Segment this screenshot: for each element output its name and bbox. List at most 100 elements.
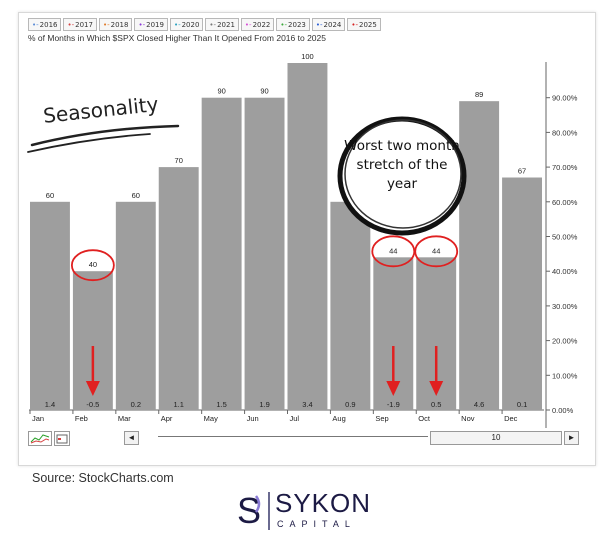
chart-toolbar: ◄ 10 ► bbox=[28, 430, 579, 446]
bar-may bbox=[201, 97, 242, 410]
highlight-circle-feb bbox=[70, 249, 115, 282]
avg-change-label: 0.2 bbox=[131, 400, 141, 409]
bar-jun bbox=[244, 97, 285, 410]
y-tick-label: 60.00% bbox=[552, 198, 578, 207]
legend-label: 2016 bbox=[39, 20, 58, 29]
logo-subtitle: CAPITAL bbox=[277, 519, 356, 529]
avg-change-label: -1.9 bbox=[387, 400, 400, 409]
scroll-left-button[interactable]: ◄ bbox=[124, 431, 139, 445]
scroll-track[interactable] bbox=[158, 436, 428, 437]
avg-change-label: -0.5 bbox=[86, 400, 99, 409]
legend-label: 2024 bbox=[323, 20, 342, 29]
x-tick-label: Sep bbox=[375, 414, 388, 423]
bar-value-label: 89 bbox=[475, 90, 483, 99]
legend-swatch-icon: •- bbox=[138, 20, 146, 29]
calendar-icon[interactable] bbox=[54, 431, 70, 446]
worst-stretch-annotation: Worst two month stretch of the year bbox=[344, 138, 460, 192]
y-tick-label: 50.00% bbox=[552, 233, 578, 242]
avg-change-label: 0.5 bbox=[431, 400, 441, 409]
legend-label: 2020 bbox=[181, 20, 200, 29]
seasonality-underline-2 bbox=[27, 133, 151, 153]
bar-nov bbox=[459, 101, 500, 411]
legend-item-2025[interactable]: •- 2025 bbox=[347, 18, 381, 31]
bar-value-label: 60 bbox=[46, 191, 54, 200]
source-caption: Source: StockCharts.com bbox=[32, 471, 174, 485]
legend-swatch-icon: •- bbox=[244, 20, 252, 29]
chart-title: % of Months in Which $SPX Closed Higher … bbox=[28, 33, 326, 43]
legend-label: 2019 bbox=[146, 20, 164, 29]
x-tick-label: Feb bbox=[75, 414, 88, 423]
range-selector[interactable]: 10 bbox=[430, 431, 562, 445]
down-arrow-head-icon bbox=[429, 381, 444, 396]
avg-change-label: 3.4 bbox=[302, 400, 312, 409]
legend-label: 2025 bbox=[359, 20, 377, 29]
bar-value-label: 100 bbox=[301, 52, 314, 61]
mini-chart-icon[interactable] bbox=[28, 431, 52, 446]
y-tick-label: 90.00% bbox=[552, 94, 578, 103]
highlight-circle-sep bbox=[371, 235, 416, 268]
avg-change-label: 1.5 bbox=[216, 400, 226, 409]
avg-change-label: 4.6 bbox=[474, 400, 484, 409]
legend-item-2019[interactable]: •- 2019 bbox=[134, 18, 168, 31]
legend-swatch-icon: •- bbox=[280, 20, 288, 29]
bar-value-label: 60 bbox=[132, 191, 140, 200]
bar-value-label: 90 bbox=[217, 87, 225, 96]
worst-note-circle-inner bbox=[344, 119, 462, 229]
logo-divider bbox=[268, 492, 270, 530]
scroll-right-button[interactable]: ► bbox=[564, 431, 579, 445]
legend: •- 2016 •- 2017 •- 2018 •- 2019 •- 2020 •- 2021 •- 20… bbox=[28, 18, 381, 31]
legend-label: 2022 bbox=[252, 20, 271, 29]
bar-value-label: 67 bbox=[518, 167, 526, 176]
x-tick-label: May bbox=[204, 414, 218, 423]
x-tick-label: Jun bbox=[247, 414, 259, 423]
x-tick-label: Oct bbox=[418, 414, 431, 423]
legend-swatch-icon: •- bbox=[67, 20, 75, 29]
down-arrow-head-icon bbox=[386, 381, 401, 396]
legend-label: 2017 bbox=[75, 20, 93, 29]
bar-value-label: 90 bbox=[260, 87, 268, 96]
legend-item-2023[interactable]: •- 2023 bbox=[276, 18, 310, 31]
logo-s-mark-icon: S bbox=[237, 490, 261, 531]
worst-note-circle bbox=[337, 116, 467, 236]
legend-item-2017[interactable]: •- 2017 bbox=[63, 18, 97, 31]
legend-swatch-icon: •- bbox=[173, 20, 181, 29]
legend-label: 2021 bbox=[217, 20, 235, 29]
bar-value-label: 44 bbox=[432, 246, 440, 255]
legend-item-2022[interactable]: •- 2022 bbox=[240, 18, 275, 31]
avg-change-label: 1.1 bbox=[173, 400, 183, 409]
legend-item-2024[interactable]: •- 2024 bbox=[311, 18, 346, 31]
bar-jan bbox=[30, 201, 70, 410]
legend-label: 2018 bbox=[110, 20, 129, 29]
y-tick-label: 20.00% bbox=[552, 337, 578, 346]
y-tick-label: 30.00% bbox=[552, 302, 578, 311]
bar-aug bbox=[330, 201, 371, 410]
highlight-circle-oct bbox=[414, 235, 459, 268]
seasonality-underline bbox=[30, 124, 180, 147]
x-tick-label: Jul bbox=[290, 414, 300, 423]
down-arrow-head-icon bbox=[85, 381, 100, 396]
legend-item-2018[interactable]: •- 2018 bbox=[98, 18, 133, 31]
legend-item-2020[interactable]: •- 2020 bbox=[169, 18, 204, 31]
y-tick-label: 0.00% bbox=[552, 406, 574, 415]
bar-dec bbox=[502, 177, 542, 410]
legend-swatch-icon: •- bbox=[32, 20, 39, 29]
bar-value-label: 44 bbox=[389, 246, 397, 255]
bar-value-label: 70 bbox=[175, 156, 183, 165]
bar-mar bbox=[115, 201, 156, 410]
x-tick-label: Apr bbox=[161, 414, 173, 423]
legend-swatch-icon: •- bbox=[102, 20, 110, 29]
x-tick-label: Nov bbox=[461, 414, 475, 423]
avg-change-label: 0.1 bbox=[517, 400, 527, 409]
bar-jul bbox=[287, 63, 328, 410]
legend-swatch-icon: •- bbox=[209, 20, 217, 29]
x-tick-label: Aug bbox=[332, 414, 345, 423]
avg-change-label: 0.9 bbox=[345, 400, 355, 409]
legend-label: 2023 bbox=[288, 20, 306, 29]
bar-apr bbox=[158, 167, 199, 410]
y-tick-label: 80.00% bbox=[552, 128, 578, 137]
legend-swatch-icon: •- bbox=[315, 20, 323, 29]
legend-item-2021[interactable]: •- 2021 bbox=[205, 18, 239, 31]
legend-item-2016[interactable]: •- 2016 bbox=[28, 18, 62, 31]
y-tick-label: 40.00% bbox=[552, 267, 578, 276]
x-tick-label: Mar bbox=[118, 414, 131, 423]
